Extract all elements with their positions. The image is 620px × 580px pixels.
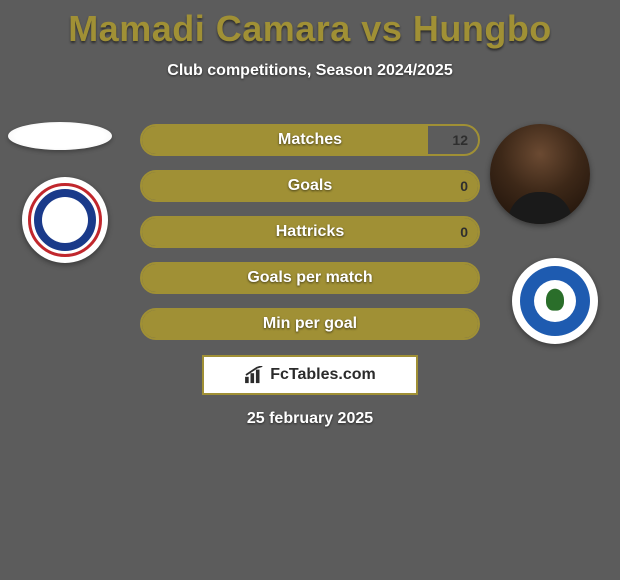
bar-hattricks-label: Hattricks	[142, 218, 478, 246]
bar-matches-label: Matches	[142, 126, 478, 154]
bar-goals-label: Goals	[142, 172, 478, 200]
club-right-badge-tree	[546, 289, 564, 311]
club-left-badge-inner	[28, 183, 102, 257]
bar-min-per-goal: Min per goal	[140, 308, 480, 340]
club-right-badge-inner	[520, 266, 590, 336]
bar-goals-value: 0	[460, 172, 468, 200]
bar-goals-per-match-label: Goals per match	[142, 264, 478, 292]
bar-matches-value: 12	[452, 126, 468, 154]
bar-hattricks-value: 0	[460, 218, 468, 246]
player-right-avatar	[490, 124, 590, 224]
bar-goals: Goals 0	[140, 170, 480, 202]
stat-bars: Matches 12 Goals 0 Hattricks 0 Goals per…	[140, 124, 480, 354]
subtitle: Club competitions, Season 2024/2025	[0, 62, 620, 80]
bar-hattricks: Hattricks 0	[140, 216, 480, 248]
brand-icon	[244, 366, 266, 384]
brand-box: FcTables.com	[202, 355, 418, 395]
bar-goals-per-match: Goals per match	[140, 262, 480, 294]
player-left-avatar	[8, 122, 112, 150]
brand-text: FcTables.com	[270, 366, 376, 384]
bar-matches: Matches 12	[140, 124, 480, 156]
date-line: 25 february 2025	[0, 410, 620, 428]
club-right-badge	[512, 258, 598, 344]
page-title: Mamadi Camara vs Hungbo	[0, 0, 620, 50]
club-left-badge	[22, 177, 108, 263]
bar-min-per-goal-label: Min per goal	[142, 310, 478, 338]
